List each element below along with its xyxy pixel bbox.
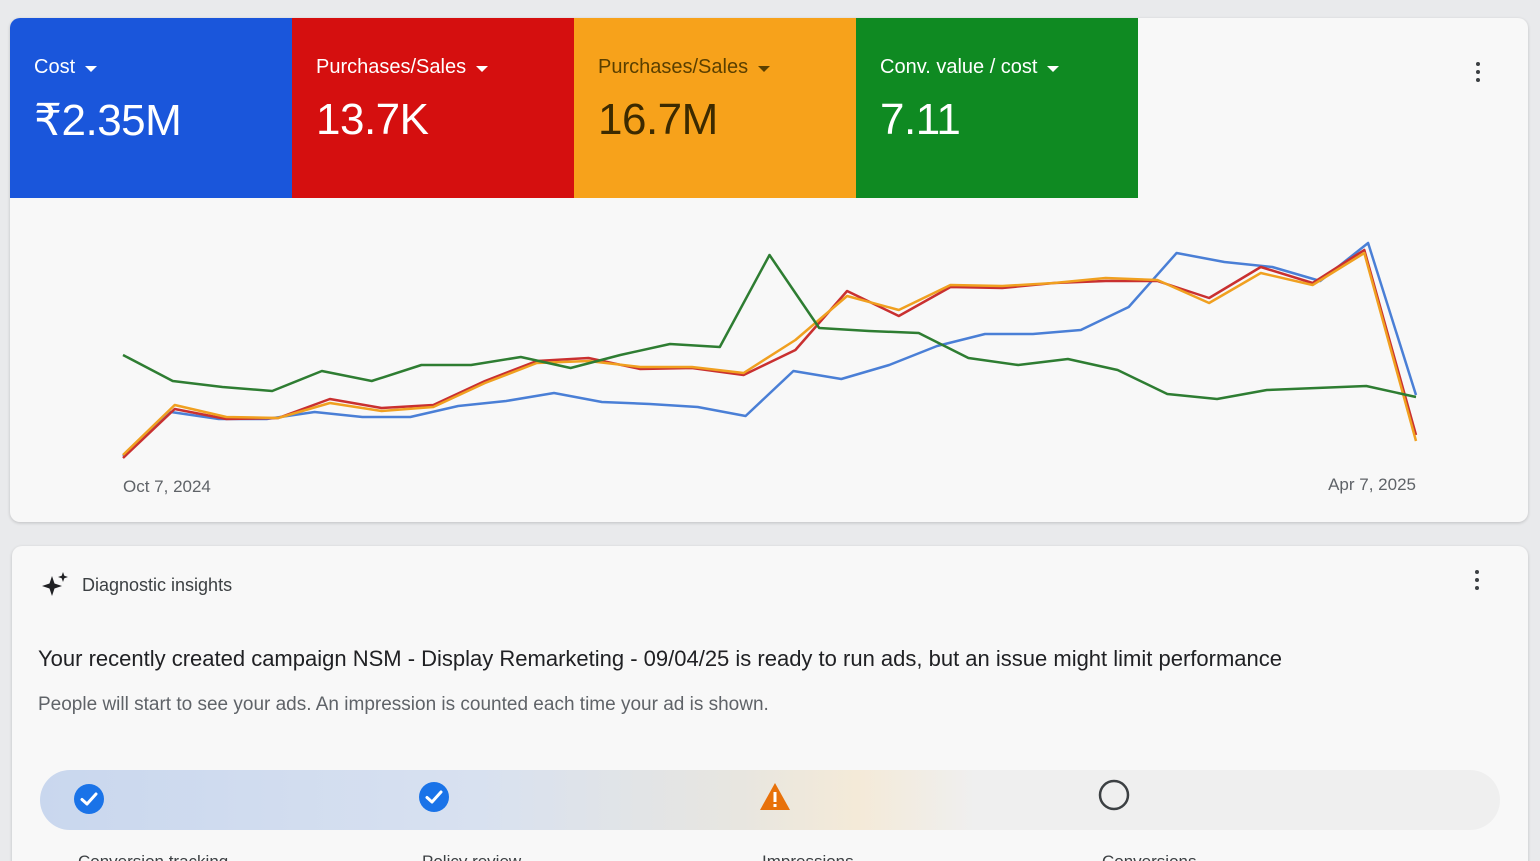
metric-tile-cost[interactable]: Cost ₹2.35M — [10, 18, 292, 198]
more-options-icon[interactable] — [1467, 566, 1487, 594]
check-circle-icon[interactable] — [72, 782, 106, 816]
progress-steps-bar — [40, 770, 1500, 830]
caret-down-icon — [476, 66, 489, 72]
x-axis-tick-start: Oct 7, 2024 — [123, 477, 211, 496]
check-circle-icon[interactable] — [417, 780, 451, 814]
performance-card: Cost ₹2.35M Purchases/Sales 13.7K Purcha… — [10, 18, 1528, 522]
step-label-conversion-tracking: Conversion tracking — [78, 852, 228, 861]
metric-label-text: Purchases/Sales — [316, 56, 467, 78]
caret-down-icon — [85, 66, 98, 72]
metric-value-sales: 16.7M — [598, 95, 718, 144]
metric-value-purchases: 13.7K — [316, 95, 429, 144]
chart-series-line-2 — [122, 251, 1418, 456]
metric-label-roas: Conv. value / cost — [880, 56, 1138, 79]
sparkle-icon — [42, 572, 68, 596]
diagnostic-title: Your recently created campaign NSM - Dis… — [38, 646, 1282, 671]
metric-value-roas: 7.11 — [880, 95, 961, 144]
chart-series-line-3 — [122, 253, 1417, 401]
diagnostic-subtitle: People will start to see your ads. An im… — [38, 694, 769, 715]
metric-label-text: Cost — [34, 56, 76, 78]
more-options-icon[interactable] — [1468, 58, 1488, 86]
metric-label-purchases: Purchases/Sales — [316, 56, 574, 79]
step-label-impressions: Impressions — [762, 852, 854, 861]
metric-label-text: Conv. value / cost — [880, 56, 1038, 78]
caret-down-icon — [758, 66, 771, 72]
diagnostic-heading: Diagnostic insights — [82, 574, 233, 595]
x-axis-tick-end: Apr 7, 2025 — [1328, 475, 1416, 494]
metric-label-text: Purchases/Sales — [598, 56, 749, 78]
chart-series-group — [122, 241, 1418, 459]
diagnostic-insights-card: Diagnostic insights Your recently create… — [12, 546, 1528, 861]
chart-series-line-0 — [122, 241, 1418, 457]
metric-tile-sales[interactable]: Purchases/Sales 16.7M — [574, 18, 856, 198]
metric-tile-purchases[interactable]: Purchases/Sales 13.7K — [292, 18, 574, 198]
warning-icon[interactable] — [758, 780, 792, 814]
chart-series-line-1 — [122, 248, 1418, 459]
step-label-policy-review: Policy review — [422, 852, 521, 861]
metric-tiles: Cost ₹2.35M Purchases/Sales 13.7K Purcha… — [10, 18, 1138, 198]
empty-circle-icon[interactable] — [1097, 778, 1131, 812]
caret-down-icon — [1047, 66, 1060, 72]
diagnostic-header: Diagnostic insights — [40, 570, 232, 600]
step-label-conversions: Conversions — [1102, 852, 1197, 861]
performance-chart: Oct 7, 2024 Apr 7, 2025 — [122, 241, 1418, 496]
metric-tile-roas[interactable]: Conv. value / cost 7.11 — [856, 18, 1138, 198]
metric-label-sales: Purchases/Sales — [598, 56, 856, 79]
metric-label-cost: Cost — [34, 56, 292, 79]
metric-value-cost: ₹2.35M — [34, 96, 182, 145]
